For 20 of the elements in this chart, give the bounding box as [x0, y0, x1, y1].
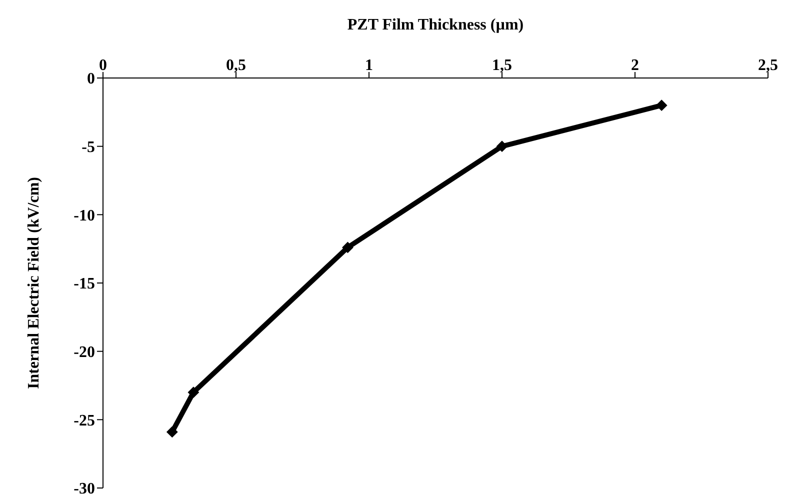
y-axis-title: Internal Electric Field (kV/cm): [26, 177, 43, 389]
point: [496, 140, 508, 152]
x-tick-label: 0: [99, 57, 107, 74]
point: [188, 386, 199, 398]
y-tick-label: -15: [74, 276, 95, 293]
y-tick-label: -30: [74, 480, 95, 498]
point: [342, 242, 354, 253]
y-tick-label: 0: [87, 70, 95, 88]
x-axis-title: PZT Film Thickness (µm): [347, 16, 524, 34]
x-tick-label: 2: [631, 57, 639, 74]
x-tick-label: 1,5: [492, 57, 512, 74]
y-tick-label: -10: [74, 207, 95, 224]
y-tick-label: -25: [74, 412, 95, 430]
x-tick-label: 0,5: [226, 57, 246, 74]
y-tick-label: -20: [74, 344, 95, 362]
point: [166, 426, 178, 438]
y-tick-label: -5: [82, 139, 95, 156]
point: [656, 100, 668, 111]
x-tick-label: 2,5: [758, 57, 778, 74]
x-tick-label: 1: [365, 57, 373, 74]
